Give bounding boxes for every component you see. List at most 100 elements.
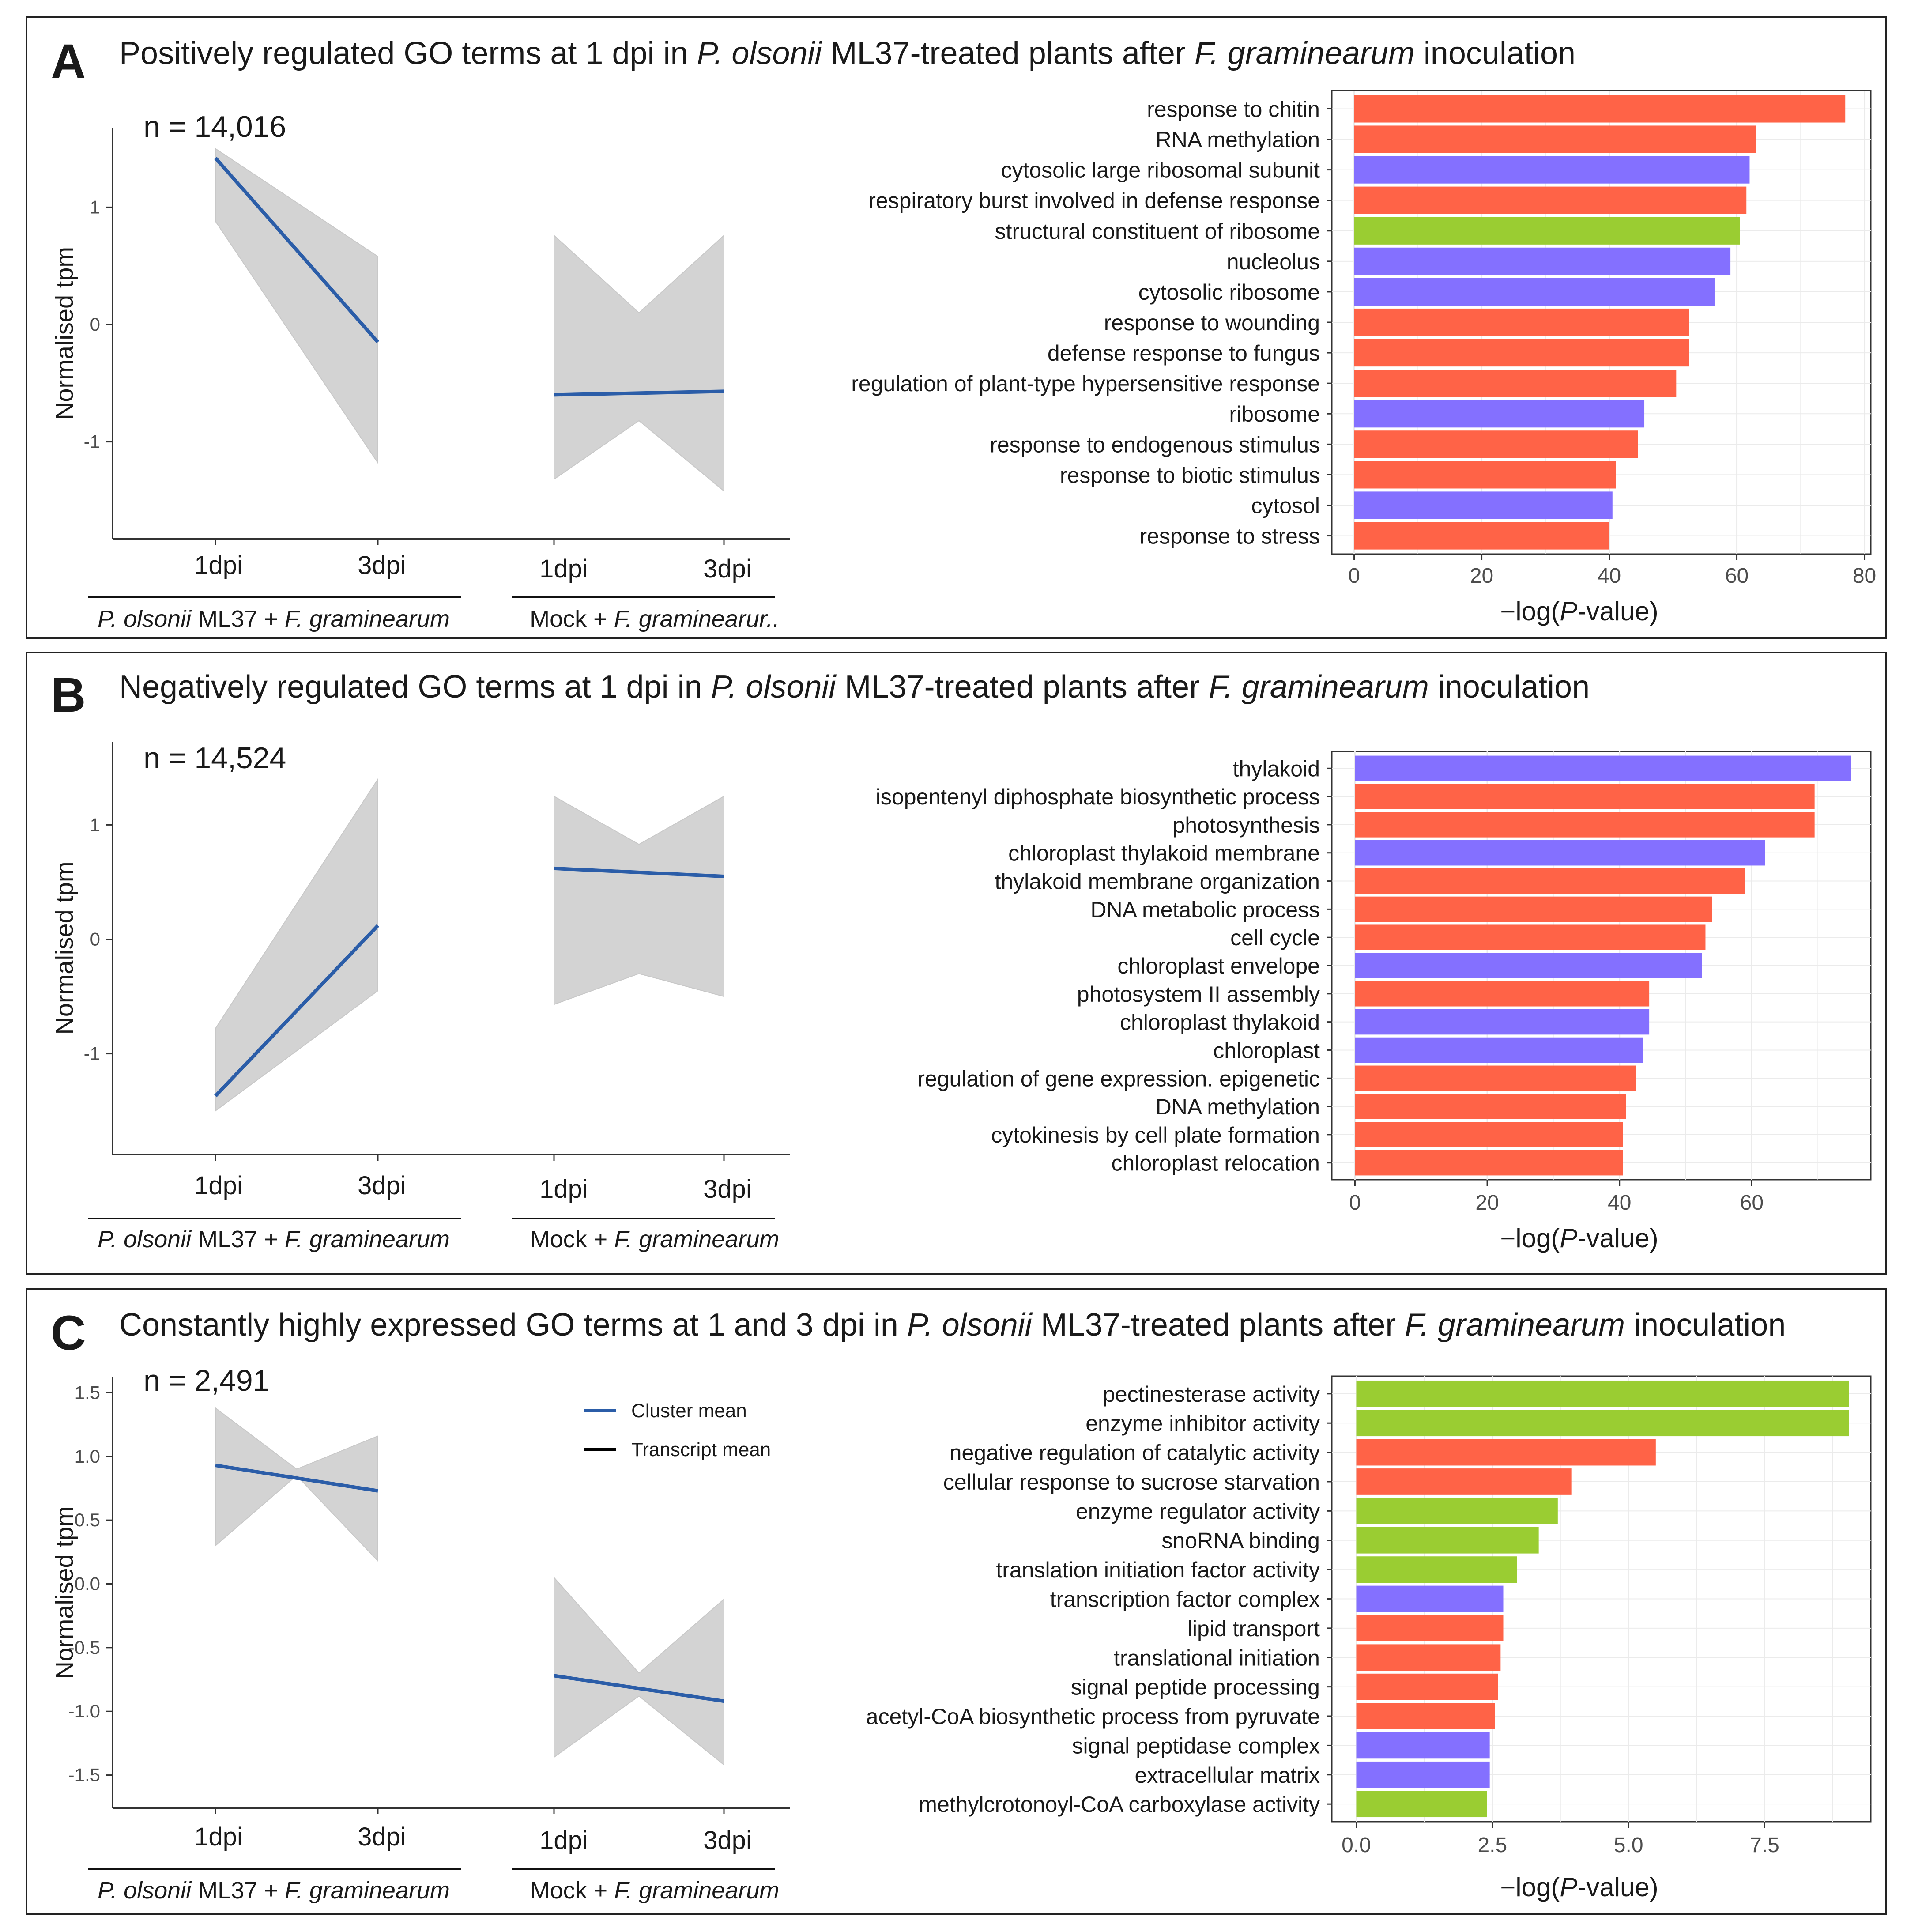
panel-a-bar-xtick-label: 20 bbox=[1470, 564, 1493, 588]
panel-a-title-part-4: inoculation bbox=[1415, 36, 1575, 71]
panel-b-group-2-cluster-mean-line bbox=[554, 866, 724, 878]
panel-c-group-2-label-part-1: F. graminearum bbox=[614, 1877, 779, 1904]
panel-a-bar-10 bbox=[1354, 370, 1677, 397]
panel-c-group-2-label: Mock + F. graminearum bbox=[530, 1877, 780, 1904]
panel-b-group-1-label-part-1: ML37 + bbox=[191, 1226, 285, 1253]
panel-c-bar-13 bbox=[1356, 1732, 1490, 1759]
panel-b-category-label-7: cell cycle bbox=[1230, 925, 1320, 950]
panel-c-bar-xtick-label: 0.0 bbox=[1342, 1834, 1371, 1857]
panel-a-category-label-9: defense response to fungus bbox=[1048, 341, 1320, 366]
panel-c-bar-2 bbox=[1356, 1410, 1849, 1437]
panel-a-category-label-7: cytosolic ribosome bbox=[1138, 280, 1320, 305]
panel-a-group-1-xtick-3dpi: 3dpi bbox=[358, 551, 406, 580]
panel-c-category-label-14: extracellular matrix bbox=[1134, 1763, 1320, 1788]
panel-c-group-2-label-part-0: Mock + bbox=[530, 1877, 614, 1904]
panel-b-bar-7 bbox=[1355, 924, 1706, 950]
panel-b-letter: B bbox=[51, 668, 86, 722]
panel-a-category-label-4: respiratory burst involved in defense re… bbox=[868, 189, 1320, 213]
panel-b-ylabel: Normalised tpm bbox=[50, 861, 78, 1034]
panel-c-n-label: n = 2,491 bbox=[143, 1364, 269, 1397]
panel-b-group-1-cluster-mean-line bbox=[214, 924, 379, 1098]
panel-b-bar-xtick-label: 60 bbox=[1740, 1191, 1764, 1215]
panel-a-group-1-xtick-1dpi: 1dpi bbox=[194, 551, 243, 580]
panel-a-group-1-label-part-2: F. graminearum bbox=[285, 606, 450, 632]
panel-c-group-2-xtick-3dpi: 3dpi bbox=[703, 1826, 752, 1855]
panel-c-ytick-label: 0.0 bbox=[75, 1574, 100, 1594]
panel-b-title-part-2: ML37-treated plants after bbox=[836, 669, 1209, 705]
panel-a-category-label-12: response to endogenous stimulus bbox=[990, 432, 1320, 457]
panel-b-bar-4 bbox=[1355, 840, 1765, 866]
panel-a-bar-7 bbox=[1354, 278, 1715, 306]
panel-c-group-1-label-part-1: ML37 + bbox=[191, 1877, 285, 1904]
panel-c-bar-xlabel-part-2: -value) bbox=[1577, 1872, 1658, 1902]
panel-c-frame bbox=[26, 1288, 1887, 1915]
panel-a-bar-xtick-label: 80 bbox=[1853, 564, 1876, 588]
panel-b-bar-5 bbox=[1355, 868, 1745, 894]
panel-a-bar-15 bbox=[1354, 522, 1609, 550]
panel-c-bar-xtick-label: 2.5 bbox=[1477, 1834, 1507, 1857]
panel-a-category-label-8: response to wounding bbox=[1104, 310, 1320, 335]
panel-c-category-label-9: lipid transport bbox=[1187, 1616, 1320, 1641]
panel-c-ylabel: Normalised tpm bbox=[50, 1506, 78, 1679]
panel-b-bar-xtick-label: 20 bbox=[1475, 1191, 1499, 1215]
panel-b-bar-13 bbox=[1355, 1094, 1626, 1119]
panel-a-group-1-label: P. olsonii ML37 + F. graminearum bbox=[98, 606, 450, 632]
panel-c-title-part-4: inoculation bbox=[1625, 1307, 1786, 1343]
panel-a-bar-xtick-label: 0 bbox=[1348, 564, 1360, 588]
panel-a-bar-8 bbox=[1354, 308, 1689, 336]
panel-c-category-label-4: cellular response to sucrose starvation bbox=[943, 1470, 1320, 1494]
panel-b-title-part-1: P. olsonii bbox=[711, 669, 837, 705]
panel-b-bar-9 bbox=[1355, 981, 1650, 1007]
panel-b-bar-10 bbox=[1355, 1009, 1650, 1035]
panel-c-bar-xlabel: −log(P-value) bbox=[1500, 1872, 1658, 1902]
panel-c-category-label-8: transcription factor complex bbox=[1050, 1587, 1320, 1612]
panel-c-group-1-transcript-band bbox=[215, 1407, 378, 1562]
panel-b-ytick-label: 1 bbox=[90, 814, 100, 835]
panel-b-title-part-4: inoculation bbox=[1429, 669, 1590, 705]
panel-a-bar-9 bbox=[1354, 339, 1689, 367]
panel-a-bar-6 bbox=[1354, 247, 1731, 275]
panel-a-group-2-label-part-1: F. graminearur.. bbox=[614, 606, 780, 632]
panel-c-ytick-label: -1.0 bbox=[68, 1701, 100, 1721]
panel-a-group-1-cluster-mean-line bbox=[214, 157, 379, 343]
panel-c-ytick-label: -0.5 bbox=[68, 1637, 100, 1658]
panel-a-category-label-3: cytosolic large ribosomal subunit bbox=[1001, 158, 1320, 183]
panel-b-category-label-5: thylakoid membrane organization bbox=[995, 869, 1320, 894]
panel-a-group-2-xtick-3dpi: 3dpi bbox=[703, 555, 752, 583]
panel-b-group-1-transcript-band bbox=[215, 777, 378, 1112]
panel-c-category-label-2: enzyme inhibitor activity bbox=[1085, 1411, 1320, 1436]
panel-b-bar-6 bbox=[1355, 896, 1712, 922]
panel-b-group-2-transcript-band bbox=[554, 795, 724, 1005]
panel-b-bar-xtick-label: 40 bbox=[1608, 1191, 1631, 1215]
panel-c-bar-xlabel-part-0: −log( bbox=[1500, 1872, 1560, 1902]
panel-a-title-part-0: Positively regulated GO terms at 1 dpi i… bbox=[119, 36, 697, 71]
panel-b-group-1-label-part-2: F. graminearum bbox=[285, 1226, 450, 1253]
panel-c-bar-1 bbox=[1356, 1380, 1849, 1407]
panel-a-title-part-1: P. olsonii bbox=[697, 36, 823, 71]
panel-c-title-part-2: ML37-treated plants after bbox=[1032, 1307, 1405, 1343]
panel-a-group-2-xtick-1dpi: 1dpi bbox=[539, 555, 588, 583]
panel-a-letter: A bbox=[51, 34, 86, 89]
panel-c-bar-10 bbox=[1356, 1644, 1501, 1671]
panel-a-ytick-label: 0 bbox=[90, 314, 100, 335]
panel-a-bar-2 bbox=[1354, 125, 1756, 153]
panel-b-group-1-xtick-3dpi: 3dpi bbox=[358, 1171, 406, 1200]
panel-a-bar-xlabel-part-2: -value) bbox=[1577, 596, 1658, 626]
panel-b-category-label-1: thylakoid bbox=[1233, 756, 1320, 781]
panel-b-category-label-11: chloroplast bbox=[1213, 1038, 1320, 1063]
panel-a-ytick-label: -1 bbox=[84, 431, 100, 452]
panel-c-ytick-label: 1.0 bbox=[75, 1446, 100, 1467]
panel-a-bar-11 bbox=[1354, 400, 1645, 428]
panel-c-bar-3 bbox=[1356, 1439, 1656, 1466]
panel-c-letter: C bbox=[51, 1306, 86, 1360]
panel-a-bar-4 bbox=[1354, 186, 1747, 214]
panel-c-group-2-cluster-mean-line bbox=[554, 1674, 724, 1703]
panel-c-bar-14 bbox=[1356, 1761, 1490, 1788]
panel-b-category-label-3: photosynthesis bbox=[1172, 813, 1320, 838]
panel-c-category-label-15: methylcrotonoyl-CoA carboxylase activity bbox=[919, 1792, 1320, 1817]
panel-a-group-1-label-part-1: ML37 + bbox=[191, 606, 285, 632]
panel-b-frame bbox=[26, 652, 1887, 1275]
panel-c-ytick-label: 1.5 bbox=[75, 1382, 100, 1403]
panel-c-bar-xlabel-part-1: P bbox=[1560, 1872, 1577, 1902]
panel-a-bar-xtick-label: 40 bbox=[1598, 564, 1621, 588]
